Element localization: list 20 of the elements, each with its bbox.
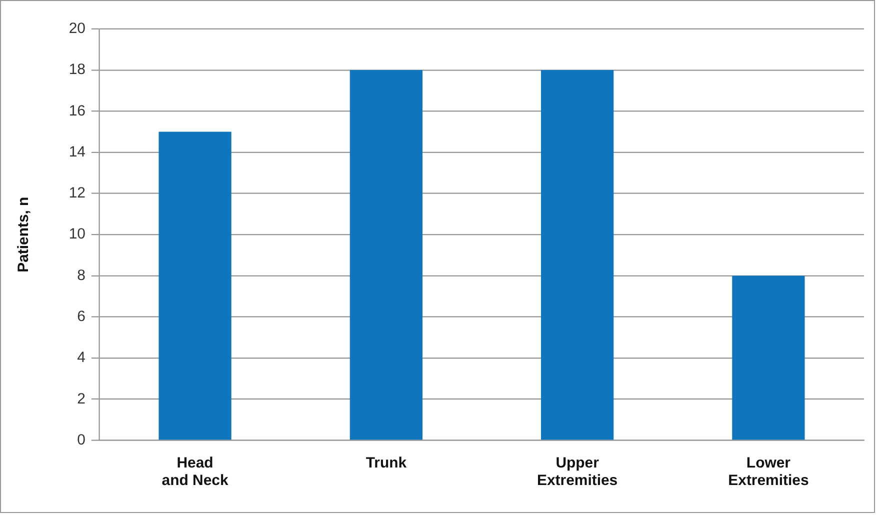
bar xyxy=(158,132,232,440)
x-tick-label: Lower Extremities xyxy=(728,454,809,490)
x-tick-label: Trunk xyxy=(366,454,408,472)
y-tick-label: 0 xyxy=(77,431,86,448)
bar xyxy=(350,70,422,440)
y-tick-label: 4 xyxy=(77,349,86,366)
x-tick-label: Head and Neck xyxy=(162,454,229,490)
y-axis-title: Patients, n xyxy=(15,196,32,272)
y-tick-label: 16 xyxy=(68,102,86,120)
y-tick-label: 14 xyxy=(68,143,86,160)
y-tick-label: 12 xyxy=(68,184,86,202)
bar xyxy=(540,70,614,440)
bar xyxy=(732,276,805,440)
y-tick-label: 6 xyxy=(77,308,86,325)
y-tick-label: 18 xyxy=(68,61,86,78)
y-tick-label: 2 xyxy=(77,390,86,408)
y-tick-label: 8 xyxy=(77,266,86,284)
x-tick-label: Upper Extremities xyxy=(537,454,618,490)
y-tick-label: 20 xyxy=(68,20,86,38)
y-tick-label: 10 xyxy=(68,226,86,243)
